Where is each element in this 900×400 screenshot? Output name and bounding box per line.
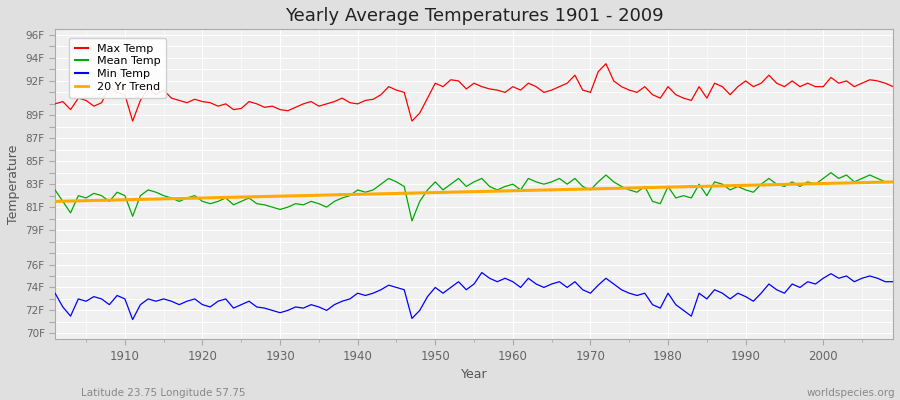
Text: worldspecies.org: worldspecies.org — [807, 388, 896, 398]
Text: Latitude 23.75 Longitude 57.75: Latitude 23.75 Longitude 57.75 — [81, 388, 246, 398]
X-axis label: Year: Year — [461, 368, 488, 381]
Title: Yearly Average Temperatures 1901 - 2009: Yearly Average Temperatures 1901 - 2009 — [284, 7, 663, 25]
Y-axis label: Temperature: Temperature — [7, 144, 20, 224]
Legend: Max Temp, Mean Temp, Min Temp, 20 Yr Trend: Max Temp, Mean Temp, Min Temp, 20 Yr Tre… — [69, 38, 166, 98]
